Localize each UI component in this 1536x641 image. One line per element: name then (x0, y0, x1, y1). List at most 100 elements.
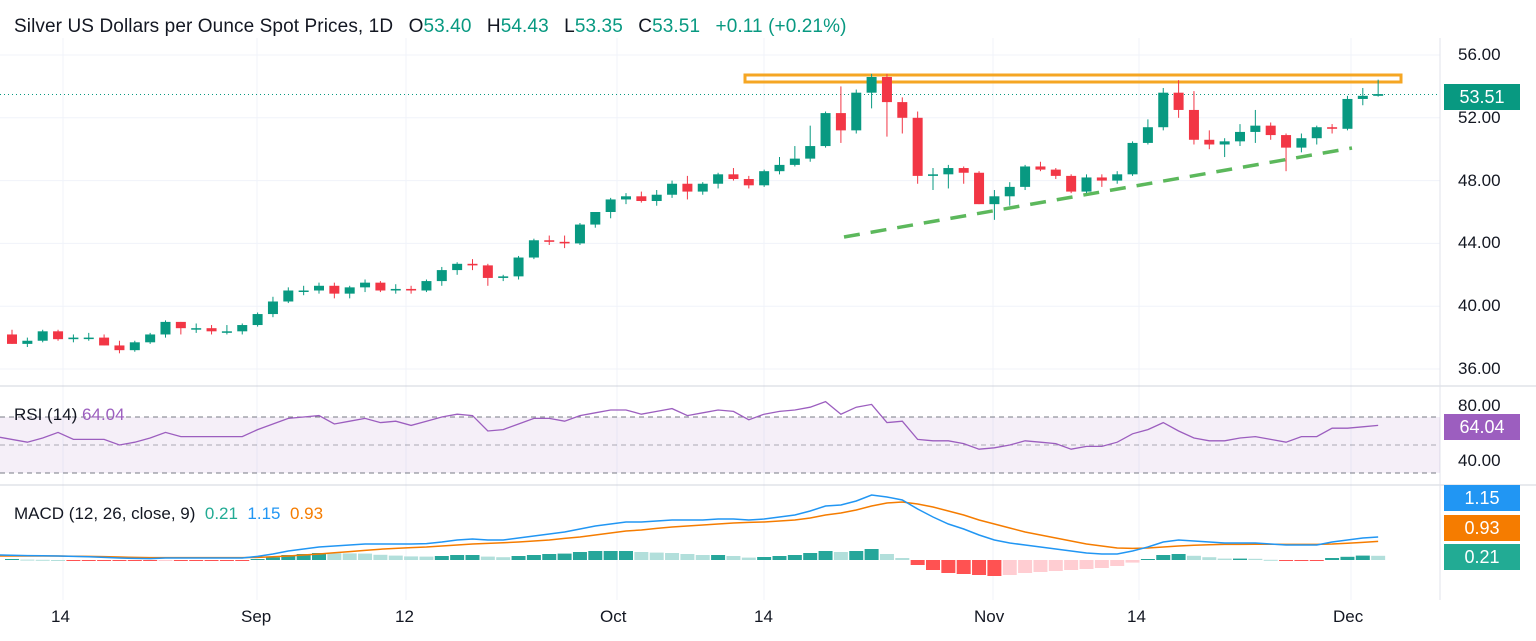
macd-histogram-bar (143, 560, 158, 561)
macd-histogram-bar (5, 559, 19, 560)
candle-body (759, 171, 770, 186)
candle-body (1081, 177, 1092, 192)
macd-histogram-bar (757, 557, 772, 560)
candlesticks (7, 73, 1384, 354)
macd-histogram-bar (588, 551, 603, 560)
macd-histogram-bar (987, 560, 1002, 576)
candle-body (943, 168, 954, 175)
rsi-tick: 80.00 (1458, 396, 1501, 415)
candle-body (467, 263, 478, 266)
macd-label: MACD (12, 26, close, 9) 0.21 1.15 0.93 (14, 504, 324, 523)
candle-body (1373, 94, 1384, 96)
macd-line (0, 494, 1379, 560)
macd-histogram-bar (603, 551, 618, 560)
candle-body (22, 340, 33, 344)
macd-histogram-bar (250, 559, 265, 560)
macd-histogram-bar (296, 554, 311, 560)
candle-body (267, 301, 278, 315)
macd-histogram-bar (787, 555, 802, 560)
macd-histogram-bar (127, 560, 142, 561)
candle-body (191, 328, 202, 330)
macd-histogram-bar (20, 559, 35, 561)
candle-body (805, 146, 816, 159)
candle-body (1296, 138, 1307, 148)
macd-line-badge: 1.15 (1444, 485, 1520, 511)
macd-hist-badge: 0.21 (1444, 544, 1520, 570)
candle-body (958, 168, 969, 173)
candle-body (1342, 98, 1353, 129)
candle-body (1265, 125, 1276, 136)
candle-body (1219, 141, 1230, 145)
candle-body (851, 92, 862, 131)
candle-body (406, 288, 417, 291)
macd-histogram-bar (1355, 555, 1370, 560)
symbol-title: Silver US Dollars per Ounce Spot Prices,… (14, 16, 394, 37)
macd-histogram-bar (803, 553, 818, 560)
candle-body (590, 212, 601, 225)
high-value: 54.43 (500, 16, 549, 37)
candle-body (145, 334, 156, 343)
time-tick: Dec (1333, 607, 1364, 626)
candle-body (129, 342, 140, 351)
macd-histogram-bar (1094, 560, 1109, 568)
rsi-tick: 40.00 (1458, 451, 1501, 470)
macd-histogram-bar (281, 555, 296, 560)
macd-signal-badge: 0.93 (1444, 515, 1520, 541)
macd-histogram-bar (219, 560, 234, 561)
macd-histogram-bar (864, 549, 879, 560)
candle-body (390, 288, 401, 291)
macd-histogram-bar (1217, 558, 1232, 560)
candle-body (482, 265, 493, 278)
price-tick: 56.00 (1458, 45, 1501, 64)
macd-histogram-bar (235, 560, 250, 561)
macd-histogram-bar (35, 559, 50, 561)
macd-histogram-bar (1002, 560, 1017, 575)
candle-body (452, 263, 463, 271)
macd-histogram-bar (189, 560, 204, 561)
macd-histogram-bar (1048, 560, 1063, 571)
macd-histogram-bar (1340, 556, 1355, 560)
macd-histogram-bar (450, 555, 465, 560)
macd-histogram-bar (342, 553, 357, 560)
macd-histogram-bar (1125, 560, 1140, 563)
macd-histogram-bar (1294, 560, 1309, 561)
annotations (0, 73, 1440, 239)
candle-body (774, 164, 785, 172)
candle-body (1327, 127, 1338, 129)
macd-histogram-bar (833, 552, 848, 560)
candle-body (897, 102, 908, 118)
macd-histogram-bar (1233, 558, 1247, 560)
candle-body (559, 241, 570, 244)
macd-histogram-bar (772, 556, 787, 560)
candle-body (1096, 177, 1107, 181)
macd-histogram-bar (926, 560, 940, 570)
candle-body (375, 282, 386, 291)
price-tick: 48.00 (1458, 171, 1501, 190)
macd-histogram-bar (1186, 555, 1201, 560)
candle-body (421, 281, 432, 291)
candle-body (513, 257, 524, 277)
change-value: +0.11 (+0.21%) (715, 16, 847, 37)
macd-histogram-bar (910, 560, 925, 565)
candle-body (298, 290, 309, 292)
candle-body (252, 314, 263, 326)
candle-body (1112, 174, 1123, 181)
macd-histogram-bar (480, 556, 495, 560)
macd-pane (0, 494, 1386, 576)
candle-body (1235, 131, 1245, 142)
candle-body (37, 331, 48, 341)
macd-histogram-bar (1325, 558, 1340, 560)
candle-body (283, 290, 294, 302)
candle-body (7, 334, 17, 344)
candle-body (1311, 127, 1322, 139)
macd-histogram-bar (818, 551, 833, 560)
candle-body (237, 325, 248, 332)
candle-body (682, 183, 693, 192)
resistance-zone (743, 73, 1403, 84)
price-tick: 40.00 (1458, 296, 1501, 315)
candle-body (344, 287, 355, 294)
macd-histogram-bar (204, 560, 219, 561)
macd-histogram-bar (972, 560, 987, 575)
candle-body (221, 331, 232, 333)
